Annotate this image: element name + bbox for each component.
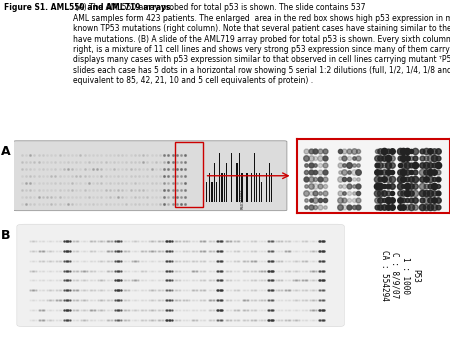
FancyBboxPatch shape bbox=[14, 141, 287, 211]
Bar bbox=[271, 173, 272, 202]
Bar bbox=[238, 153, 240, 202]
Bar bbox=[261, 183, 262, 202]
Bar bbox=[219, 153, 220, 202]
Bar bbox=[236, 163, 238, 202]
Text: A: A bbox=[1, 145, 11, 158]
Text: (A) The AML550 array probed for total p53 is shown. The slide contains 537
AML s: (A) The AML550 array probed for total p5… bbox=[73, 3, 450, 85]
Text: Figure S1. AML550 and AML719 arrays.: Figure S1. AML550 and AML719 arrays. bbox=[4, 3, 174, 13]
Bar bbox=[251, 173, 252, 202]
Bar bbox=[208, 173, 210, 202]
Bar bbox=[259, 173, 261, 202]
Bar bbox=[176, 142, 203, 207]
Text: RS0112093: RS0112093 bbox=[240, 189, 244, 209]
Bar bbox=[246, 173, 248, 202]
Text: P53
1 : 1000
C : 8/9/07
CA : 554294: P53 1 : 1000 C : 8/9/07 CA : 554294 bbox=[380, 250, 421, 301]
Bar bbox=[269, 163, 270, 202]
Bar bbox=[254, 153, 255, 202]
Bar bbox=[206, 183, 207, 202]
FancyBboxPatch shape bbox=[17, 224, 344, 327]
Bar bbox=[214, 163, 215, 202]
Bar bbox=[256, 173, 257, 202]
Bar bbox=[211, 183, 213, 202]
Bar bbox=[266, 173, 267, 202]
Bar bbox=[226, 163, 227, 202]
Bar bbox=[224, 173, 225, 202]
Bar bbox=[221, 173, 223, 202]
Bar bbox=[231, 153, 232, 202]
Bar bbox=[241, 173, 243, 202]
Text: B: B bbox=[1, 228, 11, 242]
